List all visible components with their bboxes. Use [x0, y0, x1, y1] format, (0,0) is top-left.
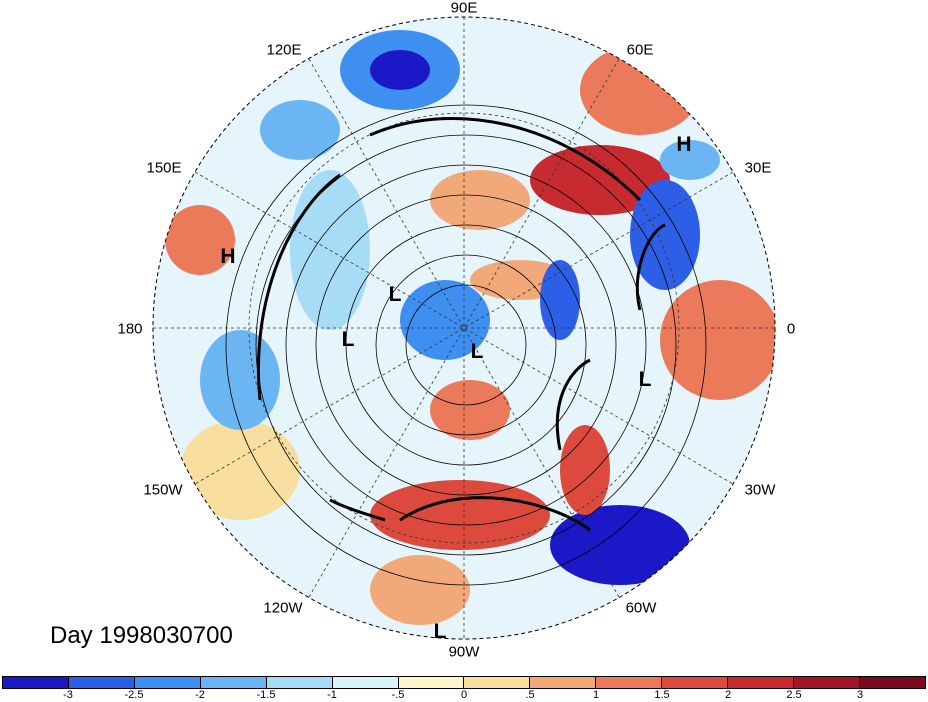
colorbar-swatch: [530, 677, 597, 688]
colorbar-swatch: [464, 677, 531, 688]
colorbar-swatch: [859, 677, 926, 688]
lon-label-150e: 150E: [146, 159, 182, 177]
colorbar-tick-label: 1.5: [654, 689, 670, 701]
colorbar-tick-label: 3: [856, 689, 864, 701]
colorbar-tick-label: -2.5: [124, 689, 144, 701]
plot-title: Day 1998030700: [50, 622, 233, 649]
lon-label-30e: 30E: [744, 159, 772, 177]
colorbar-swatch: [596, 677, 663, 688]
colorbar-tick-label: 2: [724, 689, 732, 701]
high-pressure-label: H: [220, 245, 236, 268]
jet-streams: [256, 117, 666, 532]
colorbar-swatch: [134, 677, 201, 688]
lon-label-0: 0: [786, 320, 796, 338]
colorbar-tick-label: .5: [525, 689, 535, 701]
graticule: [153, 17, 775, 639]
lon-label-180: 180: [117, 320, 143, 338]
lon-label-60w: 60W: [625, 599, 657, 617]
low-pressure-label: L: [433, 620, 447, 643]
colorbar-tick-label: -1: [327, 689, 337, 701]
lon-label-30w: 30W: [744, 481, 776, 499]
lon-label-90e: 90E: [450, 0, 478, 17]
colorbar-swatch: [266, 677, 333, 688]
colorbar-tick-label: 0: [460, 689, 468, 701]
low-pressure-label: L: [638, 368, 652, 391]
height-contours: [225, 104, 707, 586]
colorbar-tick-label: 1: [592, 689, 600, 701]
colorbar-swatch: [398, 677, 465, 688]
lon-label-120w: 120W: [263, 599, 303, 617]
colorbar-tick-label: -.5: [391, 689, 405, 701]
map-boundary: [152, 16, 776, 640]
colorbar-swatch: [728, 677, 795, 688]
colorbar: [2, 676, 926, 689]
low-pressure-label: L: [470, 340, 484, 363]
low-pressure-label: L: [341, 328, 355, 351]
colorbar-tick-label: 2.5: [786, 689, 802, 701]
colorbar-tick-label: -2: [195, 689, 205, 701]
colorbar-swatch: [332, 677, 399, 688]
lon-label-150w: 150W: [143, 481, 183, 499]
colorbar-swatch: [662, 677, 729, 688]
colorbar-swatch: [200, 677, 267, 688]
colorbar-swatch: [68, 677, 135, 688]
high-pressure-label: H: [676, 133, 692, 156]
lon-label-60e: 60E: [626, 41, 654, 59]
colorbar-swatch: [794, 677, 860, 688]
low-pressure-label: L: [388, 283, 402, 306]
colorbar-swatch: [2, 677, 69, 688]
colorbar-tick-label: -1.5: [256, 689, 276, 701]
lon-label-120e: 120E: [266, 41, 302, 59]
lon-label-90w: 90W: [448, 643, 480, 661]
colorbar-tick-label: -3: [63, 689, 73, 701]
